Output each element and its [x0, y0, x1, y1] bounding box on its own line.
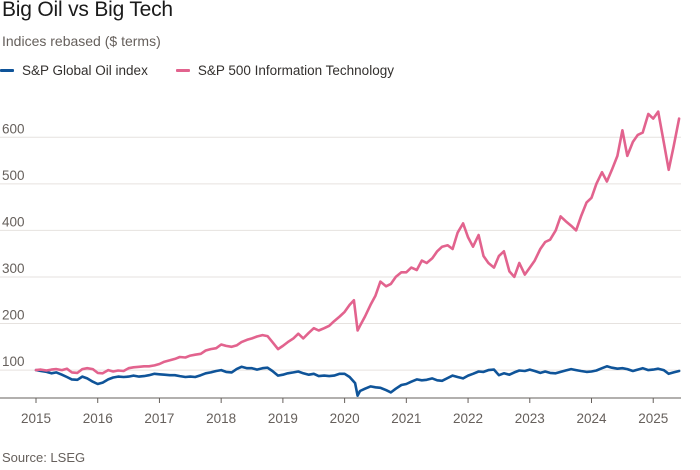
y-tick-label-600: 600: [2, 121, 25, 136]
legend: S&P Global Oil index S&P 500 Information…: [0, 63, 422, 78]
x-tick-label-2019: 2019: [268, 411, 298, 426]
y-tick-label-500: 500: [2, 168, 25, 183]
x-tick-label-2017: 2017: [144, 411, 174, 426]
legend-item-oil: S&P Global Oil index: [0, 63, 148, 78]
source-note: Source: LSEG: [2, 450, 86, 465]
chart-subtitle: Indices rebased ($ terms): [2, 33, 161, 49]
x-tick-label-2020: 2020: [330, 411, 360, 426]
series-line-tech: [34, 110, 681, 375]
x-tick-label-2016: 2016: [83, 411, 113, 426]
y-tick-label-100: 100: [2, 354, 25, 369]
x-tick-label-2015: 2015: [21, 411, 51, 426]
x-tick-label-2025: 2025: [638, 411, 668, 426]
x-tick-label-2022: 2022: [453, 411, 483, 426]
x-tick-label-2018: 2018: [206, 411, 236, 426]
y-tick-label-300: 300: [2, 261, 25, 276]
legend-item-tech: S&P 500 Information Technology: [175, 63, 394, 78]
legend-label-tech: S&P 500 Information Technology: [197, 63, 394, 78]
legend-swatch-tech: [175, 69, 190, 72]
chart-title: Big Oil vs Big Tech: [2, 0, 173, 21]
y-tick-label-200: 200: [2, 308, 25, 323]
legend-label-oil: S&P Global Oil index: [22, 63, 148, 78]
legend-swatch-oil: [0, 69, 14, 72]
y-tick-label-400: 400: [2, 214, 25, 229]
x-tick-label-2023: 2023: [515, 411, 545, 426]
x-tick-label-2021: 2021: [391, 411, 421, 426]
series-line-oil: [34, 365, 681, 397]
x-tick-label-2024: 2024: [576, 411, 607, 426]
